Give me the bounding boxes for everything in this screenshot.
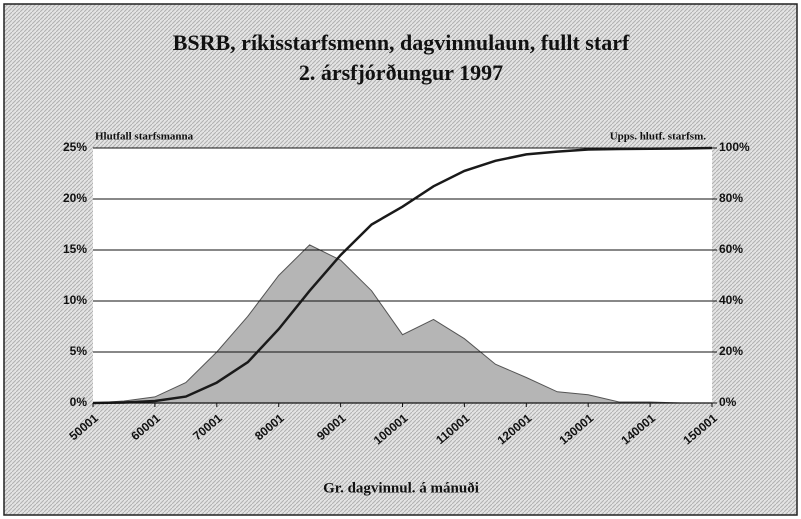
y-tick-label: 5% [70,344,88,358]
y2-tick-label: 100% [719,140,750,154]
y2-tick-label: 0% [719,395,737,409]
y2-tick-label: 20% [719,344,743,358]
y-tick-label: 10% [63,293,87,307]
x-axis-label: Gr. dagvinnul. á mánuði [323,480,479,496]
y2-tick-label: 40% [719,293,743,307]
y2-tick-label: 60% [719,242,743,256]
y-tick-label: 20% [63,191,87,205]
y-tick-label: 25% [63,140,87,154]
y-tick-label: 15% [63,242,87,256]
line [92,146,713,405]
y2-tick-label: 80% [719,191,743,205]
y-axis-label: Hlutfall starfsmanna [95,131,194,143]
y-tick-label: 0% [70,395,88,409]
y2-axis-label: Upps. hlutf. starfsm. [610,131,707,143]
chart-title: BSRB, ríkisstarfsmenn, dagvinnulaun, ful… [173,30,630,55]
chart-subtitle: 2. ársfjórðungur 1997 [299,60,503,85]
